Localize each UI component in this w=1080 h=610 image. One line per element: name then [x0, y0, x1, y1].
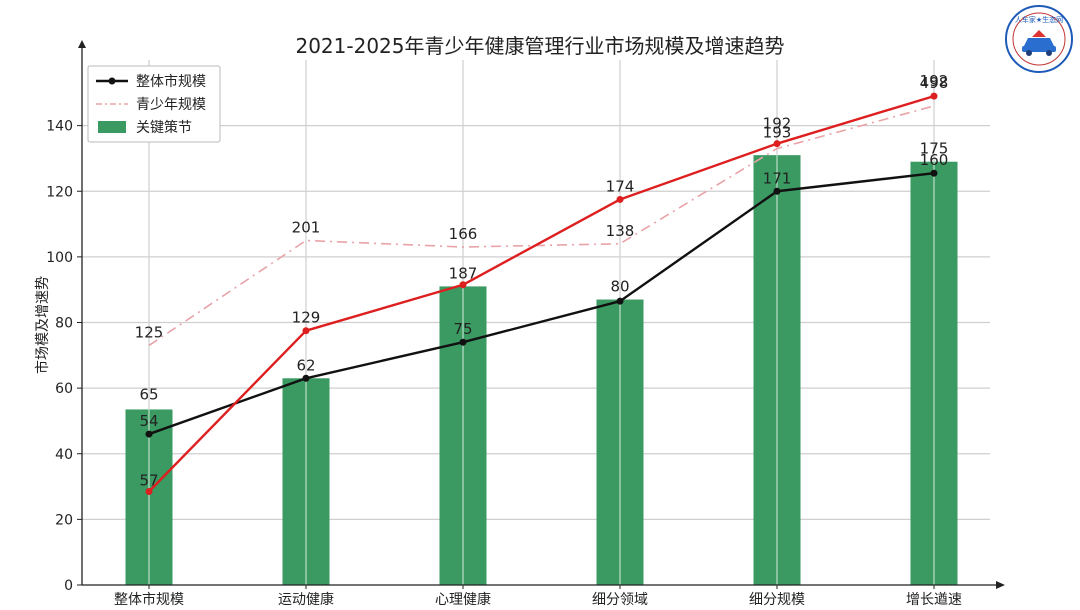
legend-label: 青少年规模 — [136, 97, 206, 113]
series-line — [148, 105, 935, 347]
x-axis-arrow — [996, 581, 1005, 589]
legend-label: 整体市规模 — [136, 73, 206, 90]
axis-layer: 020406080100120140整体市规模 运动健康 心理健康 细分领域 细分规模增… — [46, 40, 1005, 608]
series-value-label: 193 — [763, 124, 792, 142]
y-tick-label: 40 — [55, 447, 73, 463]
data-label-layer: 65 187 80 175 54 62 75 171 160 125 201 166 138 192 192… — [135, 72, 949, 490]
series-value-label: 62 — [296, 356, 315, 374]
y-tick-label: 140 — [46, 119, 73, 135]
series-point — [773, 140, 781, 148]
legend-swatch-marker — [108, 77, 116, 85]
series-value-label: 192 — [920, 72, 949, 90]
series-value-label: 129 — [292, 309, 321, 327]
series-point — [930, 169, 938, 177]
series-line — [148, 94, 935, 493]
series-value-label: 192 — [763, 115, 792, 133]
logo-text: 人车家★生态网 — [1015, 15, 1063, 24]
series-point — [459, 338, 467, 346]
y-tick-label: 0 — [64, 578, 73, 594]
y-tick-label: 60 — [55, 381, 73, 397]
series-value-label: 201 — [292, 218, 321, 236]
y-tick-label: 100 — [46, 250, 73, 266]
series-value-label: 57 — [139, 471, 158, 489]
series-point — [616, 195, 624, 203]
series-point — [145, 430, 153, 438]
series-point — [302, 374, 310, 382]
chart-title: 2021-2025年青少年健康管理行业市场规模及增速趋势 — [295, 34, 785, 58]
x-tick-label: 运动健康 — [278, 591, 334, 608]
y-axis-arrow — [78, 40, 86, 48]
bar-value-label: 80 — [610, 278, 629, 296]
x-tick-label: 整体市规模 — [114, 591, 184, 608]
series-value-label: 54 — [139, 412, 158, 430]
bar-value-label: 175 — [920, 140, 949, 158]
y-tick-label: 20 — [55, 512, 73, 528]
legend-swatch-bar — [98, 121, 126, 133]
series-value-label: 174 — [606, 177, 635, 195]
series-line — [148, 172, 935, 436]
line-layer — [145, 92, 938, 495]
series-value-label: 171 — [763, 169, 792, 187]
series-point — [930, 92, 938, 100]
series-point — [145, 487, 153, 495]
legend-label: 关键策节 — [136, 119, 192, 136]
series-value-label: 75 — [453, 320, 472, 338]
y-tick-label: 120 — [46, 184, 73, 200]
series-value-label: 166 — [449, 225, 478, 243]
series-point — [302, 327, 310, 335]
x-tick-label: 增长遒速 — [906, 592, 962, 608]
x-tick-label: 心理健康 — [435, 591, 491, 608]
series-point — [616, 297, 624, 305]
x-tick-label: 细分领域 — [592, 592, 648, 608]
x-tick-label: 细分规模 — [749, 592, 805, 608]
series-value-label: 138 — [606, 222, 635, 240]
series-value-label: 125 — [135, 323, 164, 341]
series-point — [773, 187, 781, 195]
bar-layer — [125, 155, 958, 585]
y-tick-label: 80 — [55, 316, 73, 332]
series-point — [459, 281, 467, 289]
series-value-label: 498 — [920, 74, 949, 92]
site-logo: 人车家★生态网 — [1005, 5, 1073, 73]
series-value-label: 160 — [920, 151, 949, 169]
bar-value-label: 187 — [449, 264, 478, 282]
bar-value-label: 65 — [139, 385, 158, 403]
